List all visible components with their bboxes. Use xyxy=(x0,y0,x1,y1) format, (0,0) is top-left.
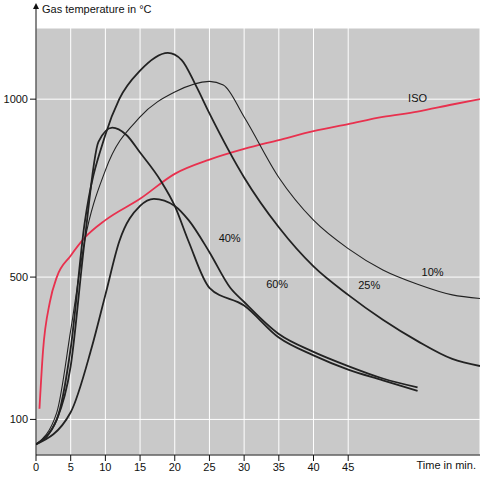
svg-text:100: 100 xyxy=(10,413,28,425)
svg-text:5: 5 xyxy=(68,461,74,473)
svg-text:10%: 10% xyxy=(422,266,444,278)
svg-text:500: 500 xyxy=(10,271,28,283)
svg-text:25%: 25% xyxy=(358,279,380,291)
svg-text:1000: 1000 xyxy=(4,93,28,105)
svg-text:35: 35 xyxy=(273,461,285,473)
svg-text:30: 30 xyxy=(238,461,250,473)
svg-text:40%: 40% xyxy=(219,232,241,244)
svg-text:0: 0 xyxy=(33,461,39,473)
svg-text:15: 15 xyxy=(134,461,146,473)
svg-text:45: 45 xyxy=(342,461,354,473)
svg-text:Gas temperature in °C: Gas temperature in °C xyxy=(42,3,152,15)
svg-text:Time in min.: Time in min. xyxy=(417,459,477,471)
svg-text:20: 20 xyxy=(169,461,181,473)
svg-text:ISO: ISO xyxy=(408,92,427,104)
svg-text:40: 40 xyxy=(307,461,319,473)
svg-text:10: 10 xyxy=(99,461,111,473)
svg-text:60%: 60% xyxy=(266,278,288,290)
svg-text:25: 25 xyxy=(203,461,215,473)
